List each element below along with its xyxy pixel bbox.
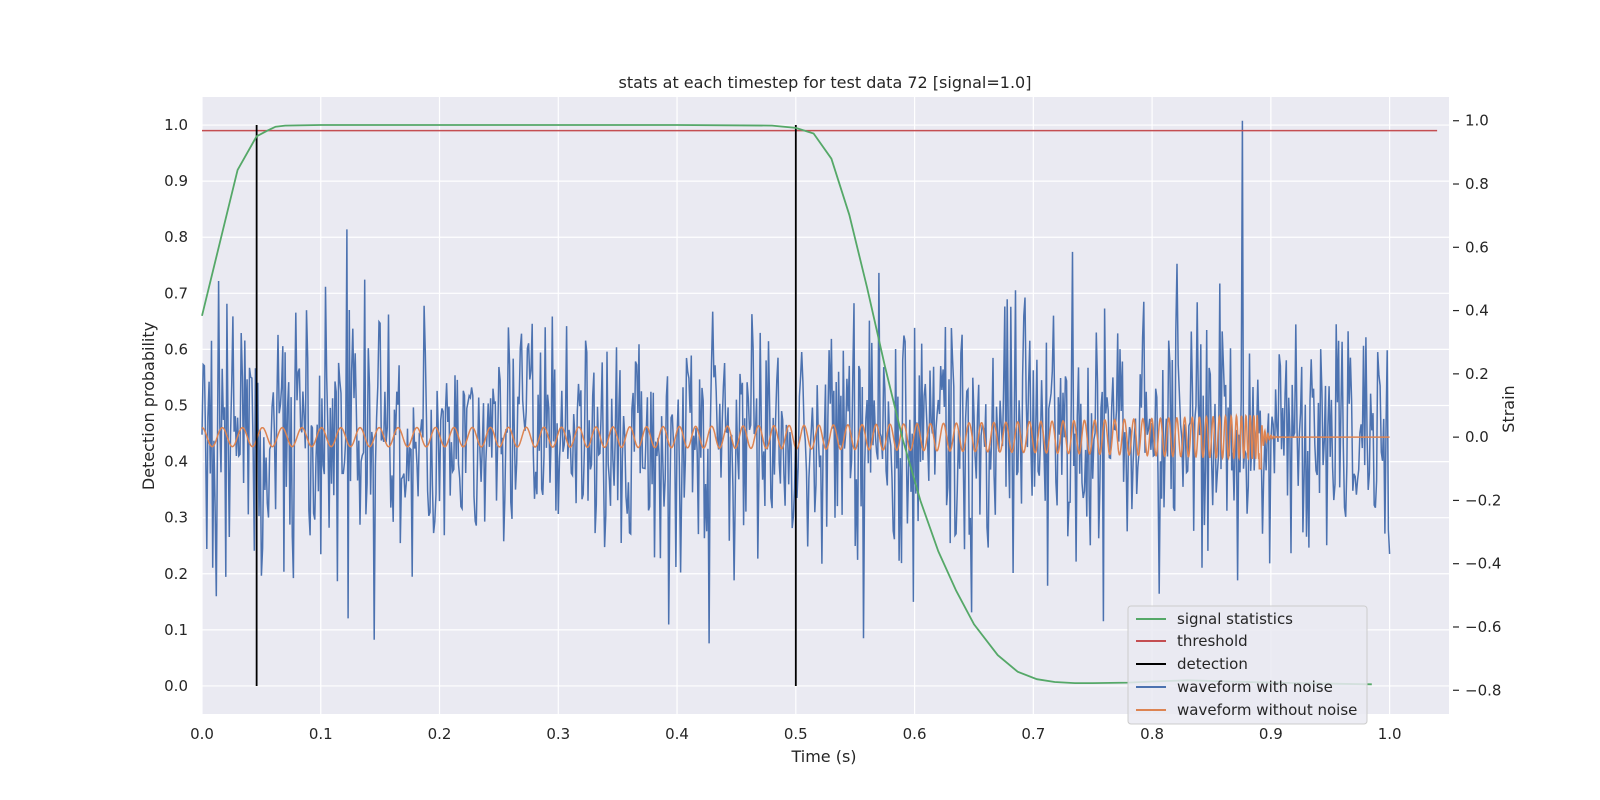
y-right-tick-label: 0.8 — [1465, 175, 1489, 193]
legend-label-waveform-without-noise: waveform without noise — [1177, 701, 1357, 719]
x-tick-label: 0.1 — [309, 725, 333, 743]
x-tick-label: 0.8 — [1140, 725, 1164, 743]
x-tick-label: 0.2 — [428, 725, 452, 743]
y-left-tick-label: 0.7 — [164, 284, 188, 302]
y-right-tick-label: −0.2 — [1465, 491, 1501, 509]
y-left-tick-label: 0.0 — [164, 677, 188, 695]
legend-label-waveform-with-noise: waveform with noise — [1177, 678, 1333, 696]
y-right-tick-label: −0.8 — [1465, 681, 1501, 699]
y-left-tick-label: 0.6 — [164, 340, 188, 358]
y-left-tick-label: 0.1 — [164, 621, 188, 639]
y-left-tick-label: 0.4 — [164, 453, 188, 471]
y-left-tick-label: 0.8 — [164, 228, 188, 246]
y-axis-right-title: Strain — [1499, 385, 1518, 432]
legend-label-signal-statistics: signal statistics — [1177, 610, 1293, 628]
y-left-tick-label: 0.5 — [164, 397, 188, 415]
y-right-tick-label: 0.0 — [1465, 428, 1489, 446]
y-right-tick-label: −0.4 — [1465, 555, 1501, 573]
chart-title: stats at each timestep for test data 72 … — [619, 73, 1032, 92]
x-tick-label: 1.0 — [1378, 725, 1402, 743]
y-right-tick-label: 0.2 — [1465, 365, 1489, 383]
x-tick-label: 0.5 — [784, 725, 808, 743]
y-right-tick-label: 1.0 — [1465, 112, 1489, 130]
x-tick-label: 0.6 — [903, 725, 927, 743]
x-tick-label: 0.9 — [1259, 725, 1283, 743]
legend-box — [1127, 605, 1368, 725]
legend: signal statistics threshold detection wa… — [1127, 605, 1368, 725]
y-right-tick-label: 0.4 — [1465, 302, 1489, 320]
axes: 0.0 0.1 0.2 0.3 0.4 0.5 0.6 0.7 0.8 0.9 1.0 0.0 0.1 0… — [164, 112, 1501, 743]
y-left-tick-label: 1.0 — [164, 116, 188, 134]
series-signal-statistics — [201, 124, 1372, 686]
legend-label-detection: detection — [1177, 655, 1248, 673]
y-axis-left-title: Detection probability — [139, 322, 158, 490]
x-axis-title: Time (s) — [790, 747, 856, 766]
y-left-tick-label: 0.2 — [164, 565, 188, 583]
plot-area — [201, 120, 1438, 686]
legend-label-threshold: threshold — [1177, 632, 1248, 650]
x-tick-label: 0.4 — [665, 725, 689, 743]
x-tick-label: 0.3 — [546, 725, 570, 743]
y-right-tick-label: 0.6 — [1465, 238, 1489, 256]
x-tick-label: 0.0 — [190, 725, 214, 743]
y-left-tick-label: 0.9 — [164, 172, 188, 190]
y-left-tick-label: 0.3 — [164, 509, 188, 527]
y-right-tick-label: −0.6 — [1465, 618, 1501, 636]
x-tick-label: 0.7 — [1021, 725, 1045, 743]
